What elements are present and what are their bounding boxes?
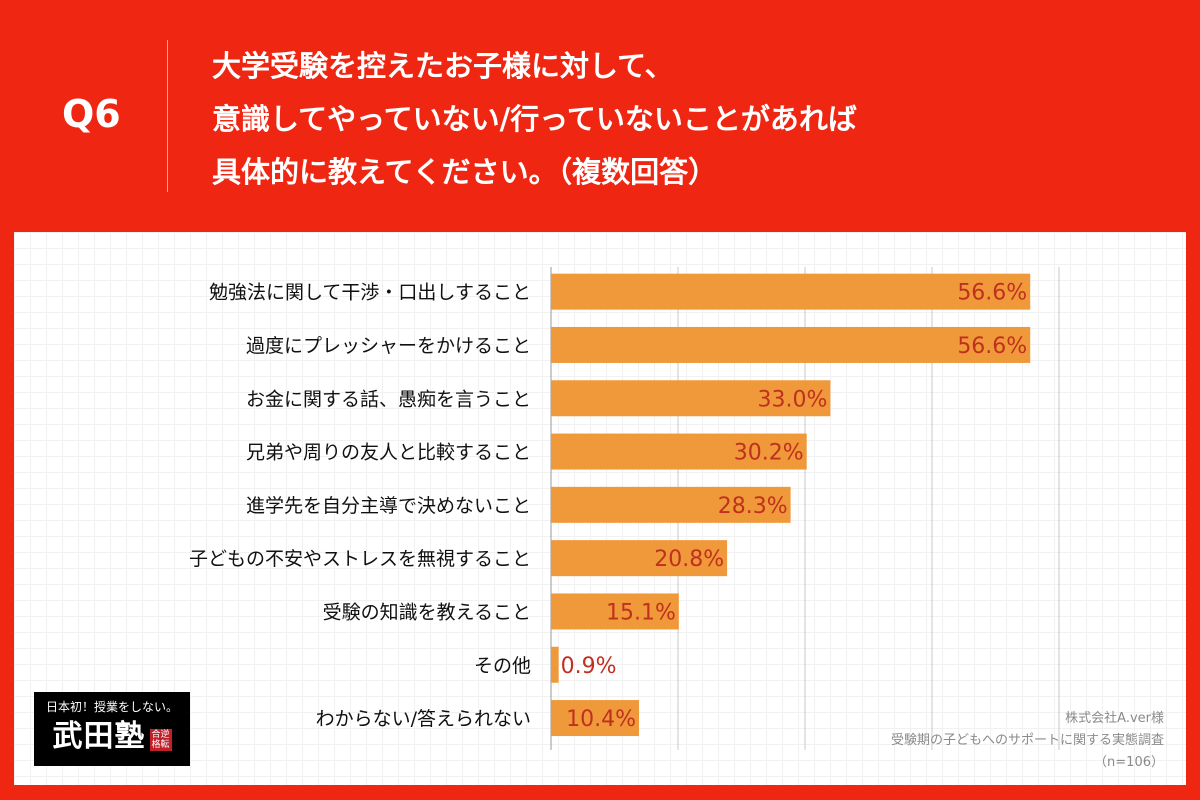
bar-chart: 勉強法に関して干渉・口出しすること 56.6% 過度にプレッシャーをかけること 56.… [189, 267, 1060, 750]
bar [551, 540, 728, 577]
data-label: 56.6% [957, 334, 1027, 359]
note-line: 受験期の子どもへのサポートに関する実態調査 [890, 733, 1164, 748]
bar [551, 593, 679, 630]
bar [551, 433, 807, 470]
title-line: 具体的に教えてください。（複数回答） [212, 155, 718, 189]
category-label: その他 [474, 655, 531, 677]
data-label: 28.3% [718, 494, 788, 519]
bar [551, 380, 831, 417]
category-label: わからない/答えられない [316, 708, 531, 730]
bar [551, 273, 1031, 310]
data-label: 15.1% [606, 600, 676, 625]
question-number: Q6 [62, 92, 121, 136]
bar [551, 700, 640, 737]
category-label: 過度にプレッシャーをかけること [246, 335, 531, 357]
question-title: 大学受験を控えたお子様に対して、 意識してやっていない/行っていないことがあれば… [212, 40, 857, 199]
chart-panel: 勉強法に関して干渉・口出しすること 56.6% 過度にプレッシャーをかけること 56.… [14, 232, 1186, 785]
note-line: 株式会社A.ver様 [1065, 711, 1164, 726]
bar [551, 646, 559, 683]
category-label: 勉強法に関して干渉・口出しすること [209, 282, 531, 304]
logo-tagline: 日本初！授業をしない。 [45, 700, 178, 714]
logo: 日本初！授業をしない。 武田塾 合逆格転 [34, 692, 190, 766]
title-line: 意識してやっていない/行っていないことがあれば [212, 102, 857, 136]
source-note: 株式会社A.ver様 受験期の子どもへのサポートに関する実態調査 （n=106） [891, 708, 1164, 774]
category-label: お金に関する話、愚痴を言うこと [246, 388, 531, 410]
logo-seal: 合逆格転 [149, 729, 172, 751]
category-label: 子どもの不安やストレスを無視すること [189, 548, 531, 570]
data-label: 10.4% [566, 707, 636, 732]
data-label: 56.6% [957, 281, 1027, 306]
data-label: 30.2% [734, 441, 804, 466]
logo-name: 武田塾 [52, 719, 146, 754]
category-label: 受験の知識を教えること [323, 601, 531, 623]
bar [551, 326, 1031, 363]
divider [167, 40, 168, 192]
note-line: （n=106） [1094, 755, 1164, 770]
data-label: 0.9% [561, 654, 617, 679]
logo-row: 武田塾 合逆格転 [34, 719, 190, 755]
data-label: 20.8% [654, 547, 724, 572]
category-label: 兄弟や周りの友人と比較すること [246, 442, 531, 464]
bar [551, 486, 791, 523]
data-label: 33.0% [758, 387, 828, 412]
title-line: 大学受験を控えたお子様に対して、 [212, 49, 674, 83]
category-label: 進学先を自分主導で決めないこと [246, 495, 531, 517]
